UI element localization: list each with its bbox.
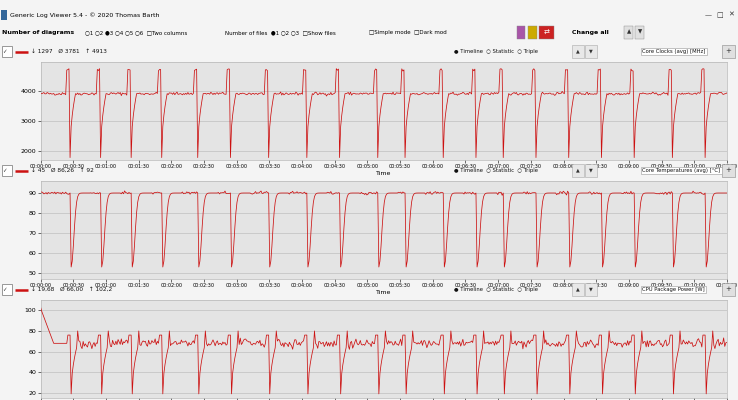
Text: Change all: Change all	[572, 30, 609, 35]
Text: ✓: ✓	[2, 49, 7, 54]
Text: ✓: ✓	[2, 287, 7, 292]
X-axis label: Time: Time	[376, 290, 391, 294]
FancyBboxPatch shape	[722, 164, 735, 177]
Text: ▼: ▼	[589, 167, 593, 172]
FancyBboxPatch shape	[722, 45, 735, 58]
FancyBboxPatch shape	[572, 283, 584, 296]
Text: ● Timeline  ○ Statistic  ○ Triple: ● Timeline ○ Statistic ○ Triple	[454, 287, 538, 292]
Text: □Simple mode  □Dark mod: □Simple mode □Dark mod	[369, 30, 446, 35]
FancyBboxPatch shape	[585, 45, 597, 58]
FancyBboxPatch shape	[572, 45, 584, 58]
Text: ▼: ▼	[589, 286, 593, 291]
FancyBboxPatch shape	[539, 26, 554, 39]
Text: ▲: ▲	[576, 286, 580, 291]
Text: Core Clocks (avg) [MHz]: Core Clocks (avg) [MHz]	[642, 49, 706, 54]
X-axis label: Time: Time	[376, 170, 391, 176]
FancyBboxPatch shape	[635, 26, 644, 39]
Text: ⇄: ⇄	[543, 30, 549, 36]
FancyBboxPatch shape	[2, 46, 12, 57]
Text: +: +	[725, 167, 731, 173]
FancyBboxPatch shape	[2, 284, 12, 295]
FancyBboxPatch shape	[1, 10, 7, 20]
Text: ✓: ✓	[2, 168, 7, 173]
Text: ● Timeline  ○ Statistic  ○ Triple: ● Timeline ○ Statistic ○ Triple	[454, 168, 538, 173]
Text: Number of files  ●1 ○2 ○3  □Show files: Number of files ●1 ○2 ○3 □Show files	[225, 30, 336, 35]
Text: ↓ 45   Ø 86,26   ↑ 92: ↓ 45 Ø 86,26 ↑ 92	[31, 168, 94, 173]
Text: ▲: ▲	[576, 167, 580, 172]
Text: Number of diagrams: Number of diagrams	[2, 30, 75, 35]
Text: Core Temperatures (avg) [°C]: Core Temperatures (avg) [°C]	[642, 168, 720, 173]
FancyBboxPatch shape	[585, 283, 597, 296]
Text: —: —	[705, 12, 712, 18]
Text: ▼: ▼	[589, 48, 593, 53]
Text: ○1 ○2 ●3 ○4 ○5 ○6  □Two columns: ○1 ○2 ●3 ○4 ○5 ○6 □Two columns	[85, 30, 187, 35]
FancyBboxPatch shape	[528, 26, 537, 39]
FancyBboxPatch shape	[585, 164, 597, 177]
Text: Generic Log Viewer 5.4 - © 2020 Thomas Barth: Generic Log Viewer 5.4 - © 2020 Thomas B…	[10, 12, 159, 18]
Text: CPU Package Power [W]: CPU Package Power [W]	[642, 287, 705, 292]
Text: ▲: ▲	[576, 48, 580, 53]
FancyBboxPatch shape	[624, 26, 633, 39]
FancyBboxPatch shape	[572, 164, 584, 177]
FancyBboxPatch shape	[722, 283, 735, 296]
Text: ▼: ▼	[638, 30, 642, 35]
Text: ✕: ✕	[728, 12, 734, 18]
Text: ▲: ▲	[627, 30, 631, 35]
FancyBboxPatch shape	[2, 165, 12, 176]
Text: ↓ 1297   Ø 3781   ↑ 4913: ↓ 1297 Ø 3781 ↑ 4913	[31, 49, 107, 54]
Text: +: +	[725, 48, 731, 54]
Text: +: +	[725, 286, 731, 292]
Text: □: □	[717, 12, 723, 18]
Text: ● Timeline  ○ Statistic  ○ Triple: ● Timeline ○ Statistic ○ Triple	[454, 49, 538, 54]
Text: ↓ 19,68   Ø 66,00   ↑ 102,2: ↓ 19,68 Ø 66,00 ↑ 102,2	[31, 287, 112, 292]
FancyBboxPatch shape	[517, 26, 525, 39]
